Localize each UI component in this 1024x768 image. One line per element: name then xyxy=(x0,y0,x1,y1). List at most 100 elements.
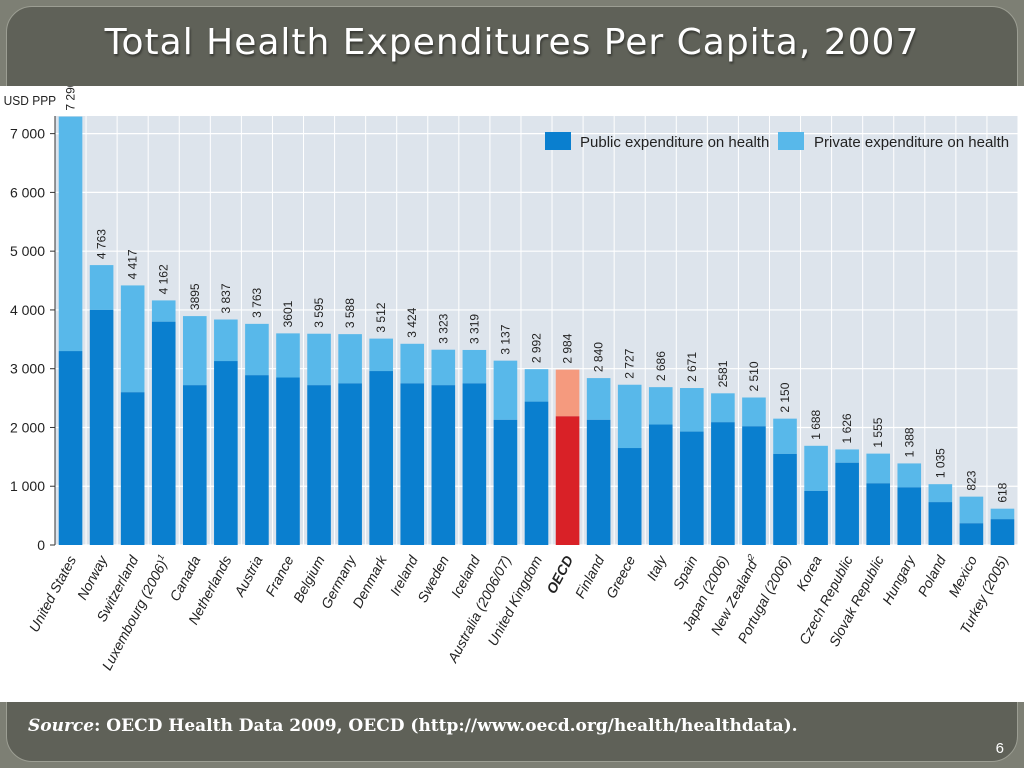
bar-private xyxy=(648,387,673,425)
bar-public xyxy=(89,309,114,545)
bar-public xyxy=(773,453,797,545)
bar-public xyxy=(804,490,828,545)
category-label: Ireland xyxy=(387,552,422,598)
legend-label-public: Public expenditure on health xyxy=(580,134,769,151)
category-label: OECD xyxy=(543,553,576,596)
y-axis-label: USD PPP xyxy=(4,94,56,109)
y-tick-label: 3 000 xyxy=(10,361,45,377)
bar-public xyxy=(120,392,145,545)
bar-public xyxy=(276,377,300,545)
bar-public xyxy=(959,523,984,545)
category-label: Austria xyxy=(231,553,266,600)
legend-label-private: Private expenditure on health xyxy=(814,134,1009,151)
bar-private xyxy=(866,453,891,484)
bar-private xyxy=(400,343,425,384)
bar-public xyxy=(58,351,83,545)
source-label: Source xyxy=(28,716,95,736)
source-text: : OECD Health Data 2009, OECD (http://ww… xyxy=(94,716,798,736)
bar-private xyxy=(276,333,300,378)
bar-private xyxy=(928,484,953,503)
bar-public xyxy=(462,383,487,545)
value-label: 2 840 xyxy=(592,342,606,372)
bar-private xyxy=(151,300,176,322)
category-label: Spain xyxy=(670,553,701,592)
value-label: 2581 xyxy=(716,360,730,387)
bar-public xyxy=(648,424,673,545)
bar-public xyxy=(897,487,922,545)
value-label: 2 992 xyxy=(530,333,544,363)
value-label: 2 727 xyxy=(623,348,637,378)
bar-private xyxy=(493,360,518,420)
value-label: 3 512 xyxy=(374,302,388,332)
bar-private xyxy=(617,384,642,449)
y-tick-label: 0 xyxy=(37,537,45,553)
bar-private xyxy=(369,338,393,372)
y-tick-label: 5 000 xyxy=(10,243,45,259)
value-label: 3 837 xyxy=(219,283,233,313)
bar-private xyxy=(742,397,766,427)
category-labels: United StatesNorwaySwitzerlandLuxembourg… xyxy=(26,552,1012,673)
slide-title: Total Health Expenditures Per Capita, 20… xyxy=(104,22,920,63)
legend: Public expenditure on health Private exp… xyxy=(545,132,1009,151)
bar-public xyxy=(835,462,859,545)
value-label: 3 319 xyxy=(467,314,481,344)
bar-private xyxy=(773,418,797,454)
category-label: Korea xyxy=(793,553,825,594)
bar-private xyxy=(835,449,859,463)
value-labels: 7 290 4 763 4 417 4 162 3895 3 837 3 763 3601 3 … xyxy=(64,86,1010,503)
bar-private xyxy=(555,369,580,417)
bar-public xyxy=(151,321,176,545)
bar-private xyxy=(182,316,207,386)
bar-public xyxy=(555,416,580,545)
y-axis: 0 1 000 2 000 3 000 4 000 5 000 6 000 7 000 xyxy=(10,116,56,553)
legend-swatch-public xyxy=(545,132,571,150)
value-label: 3895 xyxy=(188,283,202,310)
value-label: 3 588 xyxy=(343,298,357,328)
bar-private xyxy=(897,463,922,488)
value-label: 1 388 xyxy=(902,427,916,457)
bar-public xyxy=(400,383,425,545)
bar-private xyxy=(431,349,456,386)
bar-public xyxy=(617,448,642,545)
bar-private xyxy=(120,285,145,393)
bar-public xyxy=(338,383,362,545)
bar-private xyxy=(524,369,549,402)
value-label: 2 150 xyxy=(778,382,792,412)
value-label: 618 xyxy=(995,482,1009,502)
bar-public xyxy=(369,371,393,545)
bar-private xyxy=(680,388,704,432)
value-label: 823 xyxy=(964,470,978,490)
value-label: 4 763 xyxy=(95,229,109,259)
value-label: 3 323 xyxy=(436,313,450,343)
value-label: 2 984 xyxy=(561,333,575,363)
category-label: Greece xyxy=(603,553,639,601)
category-label: France xyxy=(262,553,297,599)
bar-private xyxy=(959,496,984,524)
bar-private xyxy=(711,393,735,423)
value-label: 3 763 xyxy=(250,288,264,318)
category-label: Italy xyxy=(643,552,670,583)
page-number: 6 xyxy=(995,740,1004,757)
chart: 0 1 000 2 000 3 000 4 000 5 000 6 000 7 000 7 2… xyxy=(4,86,1019,673)
bar-public xyxy=(431,385,456,545)
bar-private xyxy=(245,323,269,376)
bar-public xyxy=(245,375,269,545)
bar-private xyxy=(214,319,238,362)
bar-private xyxy=(462,349,487,384)
legend-swatch-private xyxy=(778,132,804,150)
value-label: 2 686 xyxy=(654,351,668,381)
y-tick-label: 4 000 xyxy=(10,302,45,318)
grid xyxy=(54,116,1019,546)
source-citation: Source: OECD Health Data 2009, OECD (htt… xyxy=(28,716,798,736)
bar-public xyxy=(524,401,549,545)
value-label: 3 137 xyxy=(498,324,512,354)
value-label: 1 035 xyxy=(933,448,947,478)
y-tick-label: 1 000 xyxy=(10,478,45,494)
value-label: 3 595 xyxy=(312,297,326,327)
value-label: 3 424 xyxy=(405,307,419,337)
bar-private xyxy=(338,334,362,384)
bar-private xyxy=(58,116,83,352)
value-label: 3601 xyxy=(281,300,295,327)
bar-public xyxy=(928,502,953,545)
bar-public xyxy=(742,426,766,545)
